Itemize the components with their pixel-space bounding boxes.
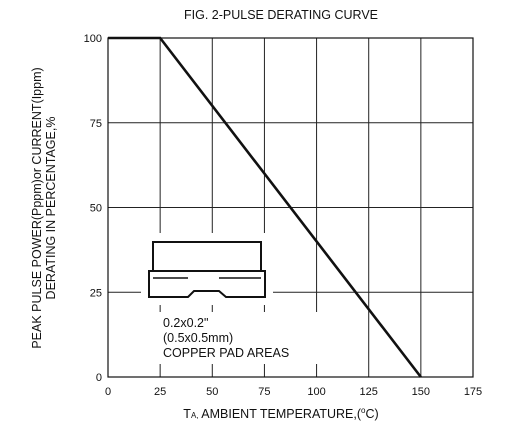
inset-background bbox=[141, 233, 327, 364]
x-tick-labels: 0 25 50 75 100 125 150 175 bbox=[105, 386, 482, 398]
x-tick-label: 0 bbox=[105, 386, 111, 398]
x-axis-label-main: AMBIENT TEMPERATURE,( bbox=[199, 407, 362, 421]
x-tick-label: 125 bbox=[360, 386, 378, 398]
y-axis-label-line1: PEAK PULSE POWER(Pppm)or CURRENT(Ippm) bbox=[30, 67, 44, 348]
x-tick-label: 25 bbox=[154, 386, 166, 398]
plot-border bbox=[107, 37, 474, 378]
x-axis-label-degree: o bbox=[361, 406, 366, 415]
pad-diagram: 0.2x0.2" (0.5x0.5mm) COPPER PAD AREAS bbox=[148, 241, 289, 360]
y-tick-label: 0 bbox=[96, 372, 102, 384]
x-axis-label-subscript: A, bbox=[191, 411, 199, 420]
y-tick-label: 50 bbox=[90, 203, 102, 215]
x-tick-label: 75 bbox=[258, 386, 270, 398]
x-tick-label: 100 bbox=[307, 386, 325, 398]
derating-series bbox=[108, 36, 422, 378]
x-tick-label: 50 bbox=[206, 386, 218, 398]
x-axis-label: TA, AMBIENT TEMPERATURE,(oC) bbox=[183, 406, 378, 421]
y-tick-label: 75 bbox=[90, 118, 102, 130]
x-axis-label-t: T bbox=[183, 407, 191, 421]
derating-line bbox=[108, 36, 422, 378]
pad-leads bbox=[148, 270, 266, 298]
inset-caption: COPPER PAD AREAS bbox=[163, 346, 289, 360]
y-tick-label: 100 bbox=[84, 33, 102, 45]
inset-size-mm: (0.5x0.5mm) bbox=[163, 331, 233, 345]
pad-body bbox=[152, 241, 262, 272]
plot-frame bbox=[107, 37, 474, 378]
y-axis-label-line2: DERATING IN PERCENTAGE,% bbox=[44, 117, 58, 300]
y-tick-label: 25 bbox=[90, 287, 102, 299]
x-tick-label: 175 bbox=[464, 386, 482, 398]
chart-title: FIG. 2-PULSE DERATING CURVE bbox=[184, 8, 378, 22]
x-axis-label-unit: C) bbox=[365, 407, 378, 421]
inset-size-inch: 0.2x0.2" bbox=[163, 316, 208, 330]
inset-bg-caption bbox=[157, 312, 327, 364]
inset-bg-drawing bbox=[141, 233, 273, 305]
x-tick-label: 150 bbox=[412, 386, 430, 398]
y-tick-labels: 0 25 50 75 100 bbox=[84, 33, 102, 384]
